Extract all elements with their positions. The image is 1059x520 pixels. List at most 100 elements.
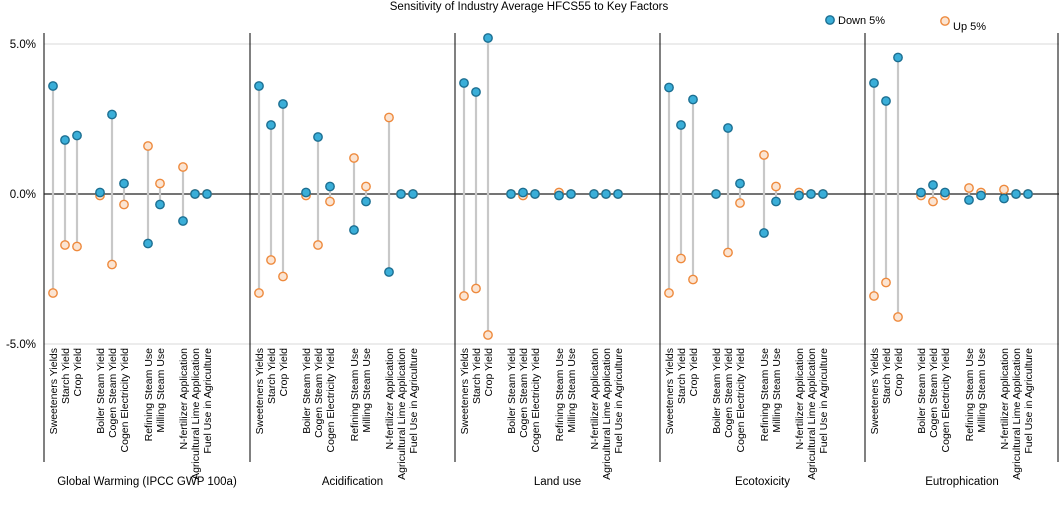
data-point-down	[735, 178, 745, 189]
data-point-down	[384, 267, 394, 277]
data-point-up	[676, 253, 686, 264]
data-point-up	[459, 291, 469, 301]
data-point-up	[869, 291, 879, 301]
factor-label: Agricultural Lime Application	[190, 348, 202, 480]
factor-label: N-fertilizer Application	[589, 348, 601, 450]
data-point-up	[664, 288, 674, 298]
data-point-down	[95, 187, 105, 198]
data-point-up	[119, 199, 129, 210]
factor-label: Fuel Use in Agriculture	[408, 348, 420, 454]
data-point-down	[806, 189, 816, 199]
data-point-down	[396, 189, 406, 199]
factor-label: Fuel Use in Agriculture	[613, 348, 625, 454]
factor-label: Refining Steam Use	[143, 348, 155, 442]
data-point-down	[530, 189, 540, 199]
data-point-up	[893, 312, 903, 322]
data-point-up	[964, 183, 974, 193]
factor-label: Milling Steam Use	[361, 348, 373, 433]
data-point-down	[554, 190, 564, 201]
data-point-down	[60, 135, 70, 145]
data-point-down	[759, 228, 769, 238]
data-point-up	[759, 150, 769, 160]
factor-label: Crop Yield	[893, 348, 905, 397]
data-point-down	[688, 94, 698, 105]
data-point-down	[664, 82, 674, 93]
data-point-down	[928, 180, 938, 190]
factor-label: N-fertilizer Application	[794, 348, 806, 450]
factor-label: Cogen Steam Yield	[107, 348, 119, 438]
data-point-up	[999, 184, 1009, 195]
factor-label: Cogen Steam Yield	[518, 348, 530, 438]
data-point-up	[361, 181, 371, 192]
data-point-down	[278, 99, 288, 109]
factor-label: Refining Steam Use	[964, 348, 976, 442]
factor-label: Fuel Use in Agriculture	[202, 348, 214, 454]
data-point-up	[155, 178, 165, 189]
marks-layer: Global Warming (IPCC GWP 100a) Sweeteners…	[48, 33, 1035, 488]
data-point-down	[349, 225, 359, 235]
factor-label: Starch Yield	[676, 348, 688, 404]
factor-label: Crop Yield	[278, 348, 290, 397]
data-point-down	[601, 189, 611, 199]
factor-label: Cogen Electricity Yield	[325, 348, 337, 453]
data-point-down	[893, 52, 903, 63]
data-point-down	[48, 81, 58, 91]
data-point-down	[155, 199, 165, 210]
factor-label: Fuel Use in Agriculture	[818, 348, 830, 454]
factor-label: Starch Yield	[881, 348, 893, 404]
data-point-down	[566, 189, 576, 199]
data-point-up	[254, 288, 264, 298]
factor-label: Fuel Use in Agriculture	[1023, 348, 1035, 454]
data-point-down	[313, 132, 323, 142]
data-point-down	[999, 193, 1009, 204]
factor-label: Boiler Steam Yield	[301, 348, 313, 434]
data-point-down	[589, 189, 599, 199]
data-point-down	[408, 189, 418, 199]
factor-label: Cogen Steam Yield	[313, 348, 325, 438]
data-point-up	[881, 277, 891, 288]
data-point-up	[349, 153, 359, 163]
data-point-down	[916, 187, 926, 198]
factor-label: Crop Yield	[483, 348, 495, 397]
data-point-up	[278, 271, 288, 282]
data-point-up	[266, 255, 276, 265]
factor-label: Cogen Steam Yield	[723, 348, 735, 438]
factor-label: N-fertilizer Application	[384, 348, 396, 450]
panel-title: Ecotoxicity	[735, 476, 790, 488]
data-point-down	[325, 181, 335, 192]
factor-label: Agricultural Lime Application	[806, 348, 818, 480]
data-point-up	[178, 162, 188, 172]
data-point-up	[107, 259, 117, 270]
data-point-down	[459, 78, 469, 88]
factor-label: Milling Steam Use	[155, 348, 167, 433]
factor-label: Cogen Electricity Yield	[119, 348, 131, 453]
data-point-down	[107, 109, 117, 120]
data-point-down	[1023, 189, 1033, 199]
data-point-up	[735, 198, 745, 208]
factor-label: Refining Steam Use	[554, 348, 566, 442]
factor-label: Sweeteners Yields	[459, 348, 471, 434]
data-point-up	[143, 141, 153, 151]
factor-label: Boiler Steam Yield	[916, 348, 928, 434]
data-point-up	[723, 247, 733, 258]
data-point-up	[325, 196, 335, 207]
legend-marker-down	[825, 15, 835, 25]
data-point-up	[771, 181, 781, 192]
factor-label: Boiler Steam Yield	[506, 348, 518, 434]
data-point-down	[254, 81, 264, 91]
axis-layer: 5.0% 0.0% -5.0%	[6, 33, 1059, 462]
data-point-down	[143, 238, 153, 249]
data-point-down	[964, 195, 974, 205]
data-point-down	[190, 189, 200, 199]
legend-marker-up	[940, 16, 950, 26]
factor-label: Milling Steam Use	[566, 348, 578, 433]
data-point-down	[202, 189, 212, 199]
data-point-down	[518, 187, 528, 198]
data-point-down	[119, 178, 129, 189]
factor-label: Crop Yield	[688, 348, 700, 397]
data-point-down	[881, 96, 891, 106]
data-point-down	[771, 196, 781, 207]
legend-label-up: Up 5%	[953, 21, 986, 33]
data-point-down	[361, 196, 371, 207]
